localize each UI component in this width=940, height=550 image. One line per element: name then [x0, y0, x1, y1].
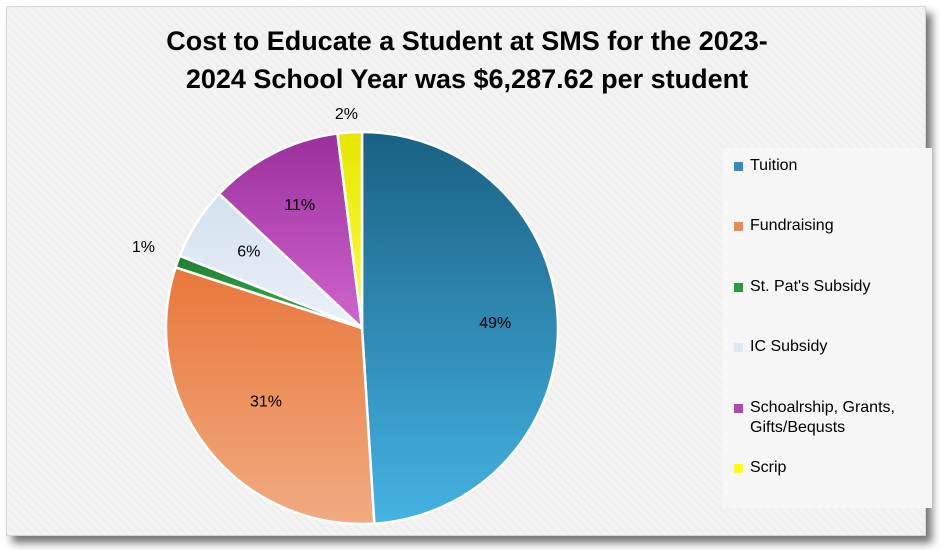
legend-label-st-pats-subsidy: St. Pat's Subsidy — [750, 278, 871, 295]
legend-item-scholarship: Schoalrship, Grants, Gifts/Bequsts — [734, 398, 932, 438]
chart-title: Cost to Educate a Student at SMS for the… — [0, 22, 934, 98]
pie-slice-fundraising — [164, 266, 376, 526]
legend-label-tuition: Tuition — [750, 157, 798, 174]
pie-label-fundraising: 31% — [250, 394, 282, 411]
pie-label-ic-subsidy: 6% — [237, 244, 260, 261]
legend-swatch-scrip — [734, 464, 743, 473]
legend-label-scholarship-line-2: Gifts/Bequsts — [750, 419, 846, 436]
legend-item-scrip: Scrip — [734, 458, 932, 478]
legend-label-scholarship-line-1: Schoalrship, Grants, — [750, 399, 895, 416]
legend-label-scholarship: Schoalrship, Grants, Gifts/Bequsts — [750, 398, 895, 438]
legend-item-tuition: Tuition — [734, 156, 932, 176]
legend-label-fundraising: Fundraising — [750, 217, 834, 234]
pie-slice-scrip — [336, 130, 364, 330]
pie-label-schoalrship-grants-gifts-bequsts: 11% — [284, 197, 315, 214]
legend-swatch-fundraising — [734, 222, 743, 231]
pie-label-scrip: 2% — [335, 106, 358, 123]
chart-legend: Tuition Fundraising St. Pat's Subsidy IC… — [722, 148, 932, 508]
pie-label-tuition: 49% — [479, 315, 511, 332]
pie-label-st-pat-s-subsidy: 1% — [132, 239, 155, 256]
legend-swatch-ic-subsidy — [734, 343, 743, 352]
legend-item-fundraising: Fundraising — [734, 216, 932, 236]
legend-item-st-pats-subsidy: St. Pat's Subsidy — [734, 277, 932, 297]
pie-labels: 49% 31% 1% 6% 11% 2% — [132, 106, 511, 411]
chart-title-line-1: Cost to Educate a Student at SMS for the… — [166, 26, 768, 56]
legend-swatch-st-pats-subsidy — [734, 283, 743, 292]
legend-swatch-tuition — [734, 162, 743, 171]
chart-title-line-2: 2024 School Year was $6,287.62 per stude… — [185, 64, 749, 94]
pie-slice-tuition — [360, 130, 560, 525]
legend-label-ic-subsidy: IC Subsidy — [750, 338, 828, 355]
legend-swatch-scholarship — [734, 404, 743, 413]
legend-item-ic-subsidy: IC Subsidy — [734, 337, 932, 357]
pie-slices — [164, 130, 560, 526]
legend-label-scrip: Scrip — [750, 459, 787, 476]
pie-slice-schoalrship-grants-gifts-bequsts — [217, 132, 364, 330]
